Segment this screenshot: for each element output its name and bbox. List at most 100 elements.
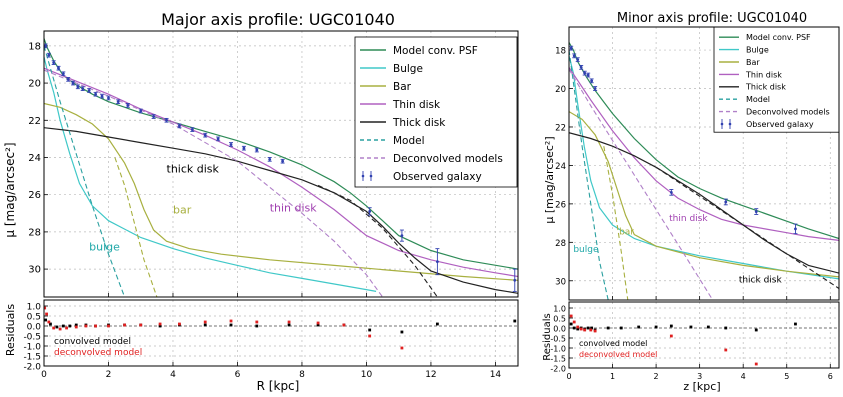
series-line <box>114 157 158 297</box>
residual-point-1 <box>368 334 372 338</box>
y-tick-label: -0.5 <box>23 333 41 343</box>
curve-label: bulge <box>89 240 120 253</box>
legend-swatch <box>369 174 373 178</box>
y-tick-label: -1.0 <box>550 345 566 354</box>
residual-point-1 <box>255 320 259 324</box>
y-tick-label: 1.0 <box>27 303 42 313</box>
y-tick-label: 20 <box>555 85 566 95</box>
residual-point-0 <box>229 323 233 327</box>
legend-swatch <box>728 122 732 126</box>
y-tick-label: 0.5 <box>553 315 566 324</box>
observed-point <box>107 96 110 100</box>
observed-point <box>44 44 48 48</box>
legend-box <box>354 36 518 188</box>
observed-point <box>139 109 143 113</box>
residual-point-1 <box>287 320 291 324</box>
observed-point <box>754 210 758 213</box>
residual-point-0 <box>669 324 673 328</box>
series-line <box>569 69 714 300</box>
residual-point-0 <box>654 325 658 329</box>
observed-point <box>126 104 130 107</box>
residual-point-1 <box>139 323 143 327</box>
series-line <box>569 132 839 274</box>
observed-point <box>152 115 156 118</box>
legend-label: Thin disk <box>745 70 782 79</box>
observed-point <box>242 146 246 150</box>
x-tick-label: 0 <box>41 370 47 380</box>
y-tick-label: -1.5 <box>550 355 566 364</box>
observed-point <box>513 278 517 282</box>
minor-axis-profile-plot: 18 20 22 24 26 28 30 bulge bar thin disk thick dis… <box>555 26 840 301</box>
residual-legend-label: convolved model <box>54 337 131 347</box>
residual-point-0 <box>61 324 65 328</box>
residual-point-1 <box>107 324 110 328</box>
residual-point-1 <box>84 324 88 328</box>
observed-point <box>52 61 56 65</box>
residual-point-0 <box>576 327 580 331</box>
residual-point-1 <box>65 326 68 330</box>
observed-point <box>593 87 597 90</box>
curve-label: bar <box>619 228 634 238</box>
plot-area <box>569 42 839 300</box>
residual-point-1 <box>52 326 56 330</box>
observed-point <box>435 260 439 264</box>
axes-frame <box>568 26 840 301</box>
residual-point-1 <box>178 322 181 326</box>
x-tick-label: 6 <box>828 372 833 381</box>
legend-box <box>713 26 840 133</box>
observed-point <box>255 148 259 152</box>
x-tick-label: 1 <box>610 372 615 381</box>
major-axis-title: Major axis profile: UGC01040 <box>161 10 395 29</box>
legend-label: Bar <box>393 81 412 93</box>
series-line <box>44 45 126 297</box>
series-line <box>655 166 839 289</box>
residual-point-1 <box>583 328 587 332</box>
x-tick-label: 4 <box>170 370 176 380</box>
residual-point-1 <box>754 362 758 366</box>
residual-point-1 <box>342 323 346 327</box>
y-tick-label: 24 <box>555 162 566 172</box>
y-tick-label: 0.5 <box>27 313 41 323</box>
y-tick-label: -1.5 <box>23 353 41 363</box>
residual-point-0 <box>569 322 573 326</box>
observed-point <box>268 157 272 161</box>
minor-axis-xlabel: z [kpc] <box>683 380 720 393</box>
residual-legend-label: deconvolved model <box>54 348 142 358</box>
series-line <box>569 42 839 240</box>
series-line <box>569 111 839 278</box>
series-line <box>44 102 518 281</box>
y-tick-label: 20 <box>28 79 41 90</box>
residual-point-0 <box>44 318 48 322</box>
observed-point <box>400 234 404 238</box>
observed-point <box>203 133 207 137</box>
residual-point-1 <box>158 322 162 326</box>
residual-point-0 <box>316 323 320 327</box>
residual-point-1 <box>58 327 62 331</box>
major-axis-ylabel: μ [mag/arcsec²] <box>3 142 17 237</box>
residual-point-0 <box>74 323 78 327</box>
x-tick-label: 8 <box>299 370 305 380</box>
observed-point <box>794 227 797 231</box>
residual-legend-label: convolved model <box>579 339 647 348</box>
observed-point <box>61 72 65 76</box>
curve-label: thick disk <box>167 162 220 175</box>
residual-point-0 <box>400 330 404 334</box>
y-tick-label: 0.0 <box>27 323 42 333</box>
residual-point-1 <box>576 325 580 329</box>
residual-point-0 <box>158 324 162 328</box>
legend-label: Thin disk <box>392 99 441 111</box>
legend-swatch <box>361 174 365 178</box>
plot-area <box>569 314 839 366</box>
x-tick-label: 10 <box>361 370 373 380</box>
residual-point-0 <box>49 322 52 326</box>
y-tick-label: 22 <box>555 123 566 133</box>
x-tick-label: 2 <box>654 372 659 381</box>
observed-point <box>229 143 233 146</box>
curve-label: bulge <box>573 245 599 255</box>
axes-frame <box>43 30 519 298</box>
observed-point <box>216 137 220 141</box>
series-line <box>317 184 438 297</box>
observed-point <box>71 81 75 85</box>
legend-label: Deconvolved models <box>746 107 830 116</box>
y-tick-label: -0.5 <box>550 335 566 344</box>
